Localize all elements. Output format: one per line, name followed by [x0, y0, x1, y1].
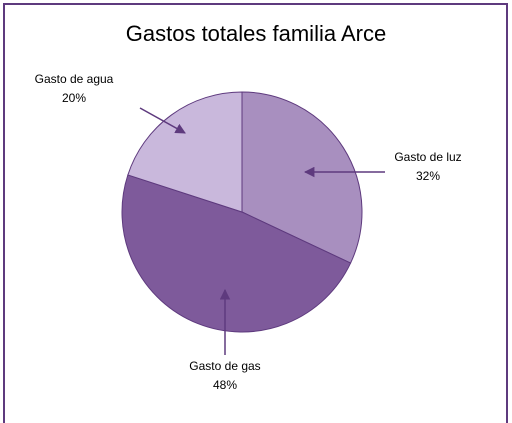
slice-value-label: 20%	[62, 91, 86, 105]
slice-label: Gasto de gas	[189, 359, 260, 373]
slice-value-label: 32%	[416, 169, 440, 183]
chart-title: Gastos totales familia Arce	[126, 21, 386, 46]
slice-label: Gasto de luz	[394, 150, 461, 164]
pie-slice	[127, 91, 243, 213]
pie-slice	[121, 174, 352, 333]
slice-value-label: 48%	[213, 378, 237, 392]
label-arrow	[139, 107, 186, 134]
pie	[121, 91, 363, 333]
pie-slice	[241, 91, 363, 264]
slice-label: Gasto de agua	[35, 72, 114, 86]
labels: Gasto de luz 32% Gasto de gas 48% Gasto de a…	[35, 72, 462, 392]
